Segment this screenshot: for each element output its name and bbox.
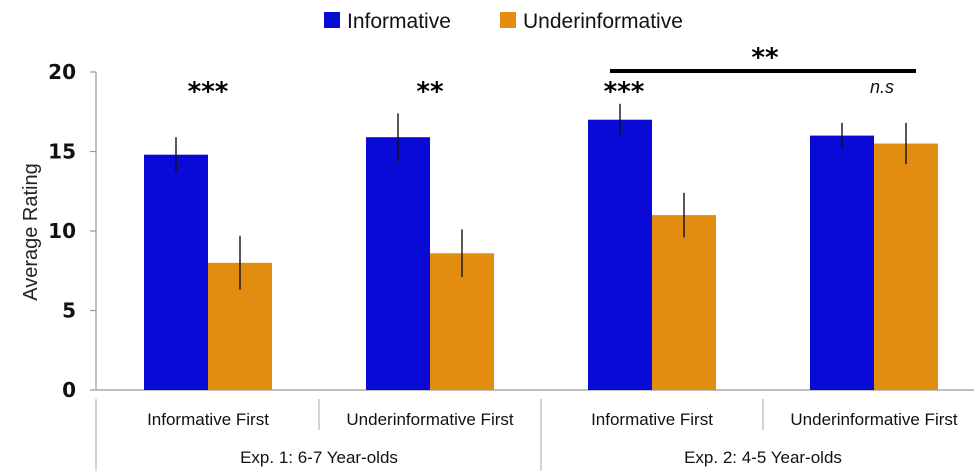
bar-underinformative-2: [652, 215, 716, 390]
legend-swatch-informative: [324, 12, 340, 28]
significance-label-0: ***: [188, 77, 229, 107]
y-tick-label-0: 0: [62, 378, 76, 402]
significance-label-3: n.s: [870, 77, 894, 97]
legend-label-informative: Informative: [347, 10, 451, 33]
x-axis-labels: Informative First Underinformative First I…: [95, 399, 958, 471]
legend-swatch-underinformative: [500, 12, 516, 28]
bar-informative-2: [588, 119, 652, 390]
y-tick-label-20: 20: [48, 60, 76, 84]
x-category-label-3: Underinformative First: [790, 410, 957, 429]
y-tick-label-5: 5: [62, 299, 76, 323]
significance-label-1: **: [416, 77, 444, 107]
y-axis-ticks: 0 5 10 15 20: [48, 60, 96, 402]
bar-informative-1: [366, 137, 430, 390]
x-category-label-0: Informative First: [147, 410, 269, 429]
error-bars: [175, 103, 907, 290]
significance-annotations: *** ** *** n.s**: [188, 43, 916, 107]
y-tick-label-15: 15: [48, 140, 76, 164]
x-category-label-2: Informative First: [591, 410, 713, 429]
bar-underinformative-3: [874, 143, 938, 390]
significance-bracket-label: **: [751, 43, 779, 73]
legend: Informative Underinformative: [324, 10, 683, 33]
x-category-label-1: Underinformative First: [346, 410, 513, 429]
bar-informative-3: [810, 135, 874, 390]
legend-label-underinformative: Underinformative: [523, 10, 683, 33]
x-group-label-0: Exp. 1: 6-7 Year-olds: [240, 448, 398, 467]
significance-label-2: ***: [604, 77, 645, 107]
bars: [144, 119, 938, 390]
y-tick-label-10: 10: [48, 219, 76, 243]
bar-informative-0: [144, 154, 208, 390]
y-axis-title: Average Rating: [20, 163, 42, 301]
x-group-label-1: Exp. 2: 4-5 Year-olds: [684, 448, 842, 467]
